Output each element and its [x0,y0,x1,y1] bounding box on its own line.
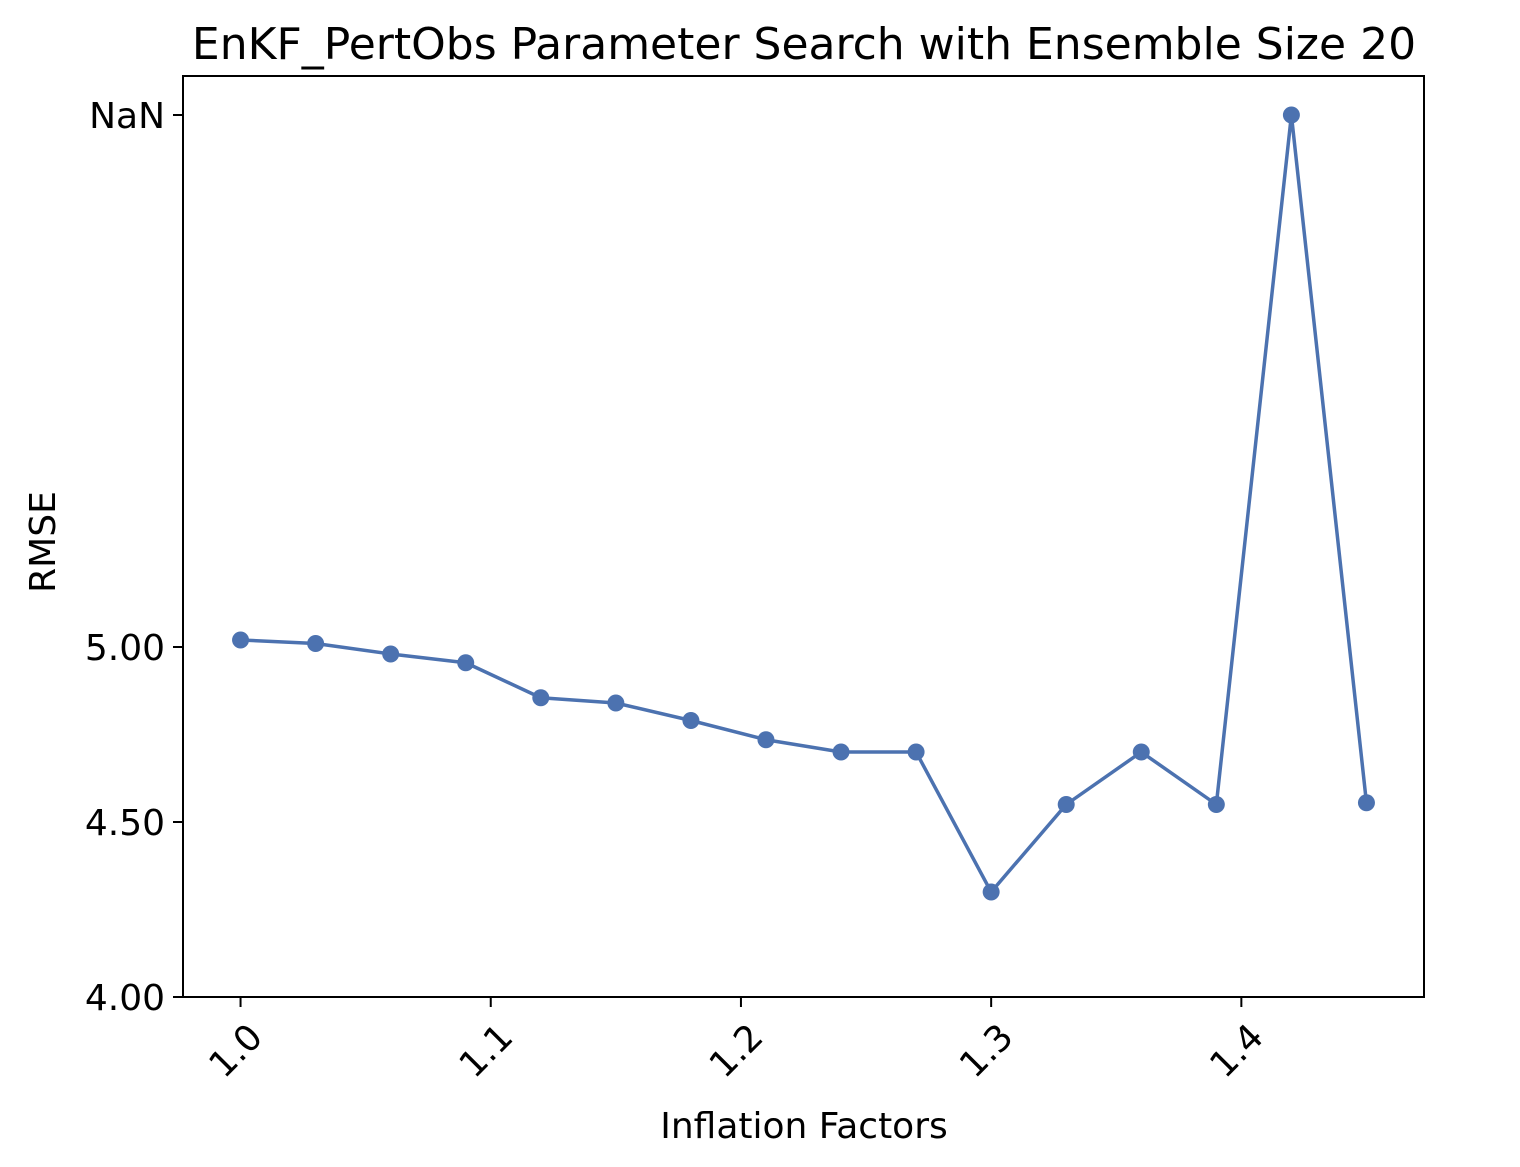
x-tick-label: 1.0 [202,1016,271,1085]
x-tick-label: 1.4 [1202,1016,1271,1085]
series-line [240,113,1369,894]
data-point [1132,743,1150,761]
data-point [982,883,1000,901]
y-tick-label: 5.00 [85,628,165,669]
data-point [607,694,625,712]
x-tick-label: 1.3 [952,1016,1021,1085]
data-point [457,654,475,672]
chart-title: EnKF_PertObs Parameter Search with Ensem… [192,19,1416,70]
data-point [757,731,775,749]
data-point [1207,796,1225,813]
x-tick-label: 1.1 [452,1016,521,1085]
data-point [532,689,550,707]
data-point [907,743,925,761]
x-axis-label: Inflation Factors [660,1106,948,1147]
y-tick-label: 4.00 [85,978,165,1019]
data-point [307,635,325,652]
data-point [682,712,700,729]
y-tick-label: NaN [89,96,165,137]
plot-area-frame [182,75,1425,998]
y-axis: 4.00 4.50 5.00 NaN [85,96,183,1019]
data-point [232,631,250,649]
data-point [1057,796,1075,813]
data-point [382,645,400,663]
series-layer [232,106,1375,901]
data-point [832,743,850,761]
x-axis: 1.0 1.1 1.2 1.3 1.4 [202,997,1272,1086]
y-tick-label: 4.50 [85,803,165,844]
data-point [1282,106,1300,124]
data-point [1357,794,1375,812]
x-tick-label: 1.2 [702,1016,771,1085]
y-axis-label: RMSE [23,491,64,593]
